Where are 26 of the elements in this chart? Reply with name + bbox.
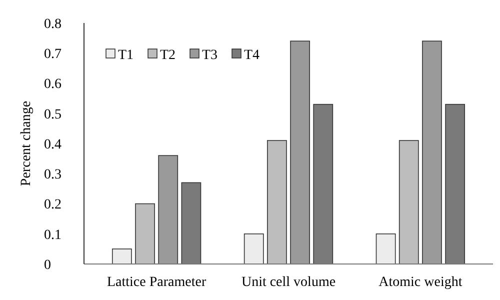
bar [158, 155, 178, 264]
y-tick-label: 0.5 [44, 107, 62, 122]
bar [422, 40, 442, 264]
x-tick-label: Lattice Parameter [107, 275, 206, 290]
y-tick-label: 0.2 [44, 198, 62, 213]
bar [290, 40, 310, 264]
x-tick-label: Atomic weight [378, 275, 462, 290]
bar [135, 203, 155, 264]
legend-label: T1 [118, 48, 134, 63]
bar [398, 140, 419, 264]
legend-label: T4 [244, 48, 260, 63]
bar [112, 248, 132, 264]
bar [376, 233, 396, 264]
y-tick-label: 0.8 [44, 16, 62, 32]
y-tick-label: 0 [44, 258, 51, 273]
legend-label: T2 [160, 48, 176, 63]
y-tick-label: 0.1 [44, 228, 62, 243]
bar [267, 140, 287, 264]
y-tick-label: 0.7 [44, 47, 62, 62]
legend-label: T3 [202, 48, 218, 63]
y-tick-label: 0.4 [44, 137, 62, 152]
y-axis-title: Percent change [19, 100, 34, 186]
y-tick-label: 0.3 [44, 168, 62, 183]
bar [244, 233, 264, 264]
x-tick-label: Unit cell volume [241, 275, 336, 290]
y-tick-label: 0.6 [44, 77, 62, 92]
